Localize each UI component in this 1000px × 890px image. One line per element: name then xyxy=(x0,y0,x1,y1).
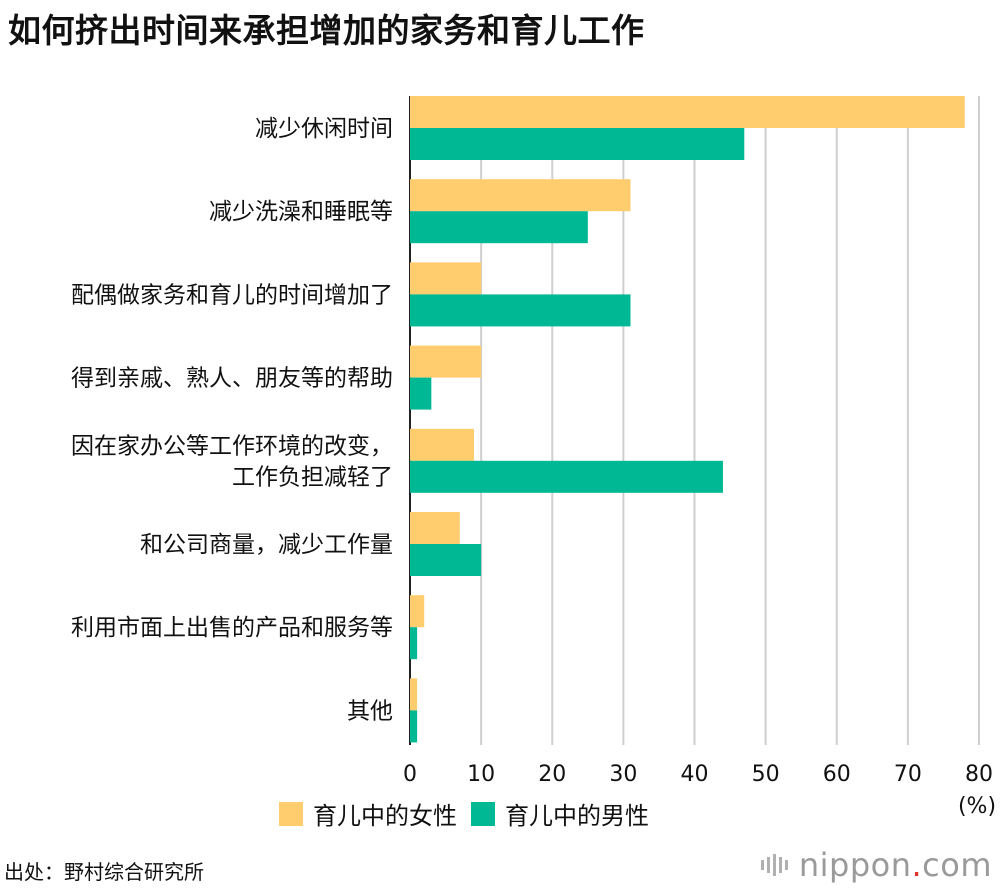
brand-name: nippon xyxy=(798,846,912,884)
bar-women xyxy=(410,262,482,295)
legend-swatch-men xyxy=(471,801,495,826)
legend-swatch-women xyxy=(279,801,303,826)
brand-mark-icon xyxy=(760,854,791,876)
brand-suffix: com xyxy=(922,846,992,884)
bar-women xyxy=(410,345,482,378)
bar-women xyxy=(410,428,475,461)
category-labels: 减少休闲时间减少洗澡和睡眠等配偶做家务和育儿的时间增加了得到亲戚、熟人、朋友等的… xyxy=(71,116,393,724)
x-tick-label: 30 xyxy=(609,762,637,787)
legend-item-men: 育儿中的男性 xyxy=(471,796,649,831)
bar-men xyxy=(410,544,482,576)
x-tick-label: 0 xyxy=(403,762,417,787)
chart-title: 如何挤出时间来承担增加的家务和育儿工作 xyxy=(8,11,645,50)
category-label: 得到亲戚、熟人、朋友等的帮助 xyxy=(71,366,393,392)
bar-men xyxy=(410,377,432,410)
bars xyxy=(410,96,965,743)
bar-women xyxy=(410,512,460,544)
bar-men xyxy=(410,710,418,743)
category-label: 工作负担减轻了 xyxy=(232,464,393,490)
legend: 育儿中的女性 育儿中的男性 xyxy=(279,796,663,831)
source-note: 出处：野村综合研究所 xyxy=(4,860,204,884)
category-label: 减少休闲时间 xyxy=(255,116,393,142)
x-tick-label: 50 xyxy=(752,762,780,787)
bar-men xyxy=(410,211,588,244)
bar-men xyxy=(410,128,745,160)
x-tick-label: 40 xyxy=(681,762,709,787)
bar-women xyxy=(410,179,631,212)
legend-label-women: 育儿中的女性 xyxy=(313,802,457,830)
category-label: 利用市面上出售的产品和服务等 xyxy=(71,615,393,641)
category-label: 减少洗澡和睡眠等 xyxy=(209,199,393,225)
category-label: 其他 xyxy=(347,698,393,724)
bar-men xyxy=(410,627,418,660)
bar-men xyxy=(410,294,631,327)
bar-women xyxy=(410,96,965,128)
bar-chart: 减少休闲时间减少洗澡和睡眠等配偶做家务和育儿的时间增加了得到亲戚、熟人、朋友等的… xyxy=(71,96,996,819)
brand-dot: . xyxy=(911,846,923,884)
x-tick-label: 70 xyxy=(894,762,922,787)
bar-women xyxy=(410,595,425,628)
legend-label-men: 育儿中的男性 xyxy=(505,802,649,830)
brand-logo: nippon. com xyxy=(760,846,992,884)
x-tick-label: 10 xyxy=(467,762,495,787)
category-label: 配偶做家务和育儿的时间增加了 xyxy=(71,282,393,308)
x-tick-labels: 0 10 20 30 40 50 60 70 80 xyxy=(403,762,993,787)
x-tick-label: 60 xyxy=(823,762,851,787)
bar-men xyxy=(410,460,723,493)
bar-women xyxy=(410,678,418,711)
legend-item-women: 育儿中的女性 xyxy=(279,796,457,831)
x-tick-label: 80 xyxy=(965,762,993,787)
x-tick-label: 20 xyxy=(538,762,566,787)
category-label: 因在家办公等工作环境的改变， xyxy=(71,433,393,459)
category-label: 和公司商量，减少工作量 xyxy=(140,532,393,558)
x-axis-unit: (%) xyxy=(958,794,996,819)
